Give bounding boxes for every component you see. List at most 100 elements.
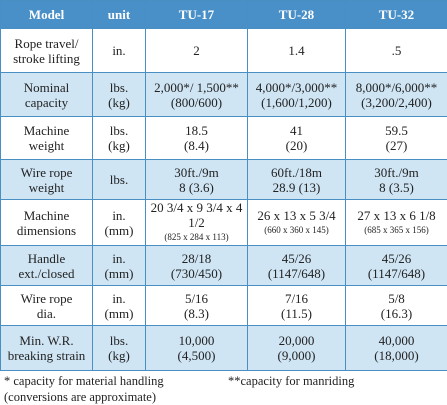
- cell-line: (27): [348, 138, 445, 153]
- value-cell: 27 x 13 x 6 1/8(685 x 365 x 156): [346, 200, 447, 246]
- cell-line: in.: [95, 208, 143, 223]
- value-cell: 59.5(27): [346, 117, 447, 160]
- cell-line: 27 x 13 x 6 1/8: [348, 208, 445, 223]
- footnote: * capacity for material handling: [4, 373, 164, 389]
- cell-line: (11.5): [250, 306, 343, 321]
- value-cell: 8,000*/6,000**(3,200/2,400): [346, 73, 447, 117]
- row-label: Rope travel/stroke lifting: [1, 29, 93, 73]
- cell-line: 28/18: [148, 251, 245, 266]
- value-cell: 18.5(8.4): [146, 117, 248, 160]
- cell-line: (4,500): [148, 348, 245, 363]
- value-cell: 41(20): [248, 117, 346, 160]
- cell-line: 28.9 (13): [250, 180, 343, 195]
- value-cell: 45/26(1147/648): [248, 246, 346, 286]
- cell-line: 5/16: [148, 291, 245, 306]
- cell-line: 7/16: [250, 291, 343, 306]
- cell-line: (1147/648): [250, 266, 343, 281]
- cell-line: (mm): [95, 223, 143, 238]
- cell-line: 26 x 13 x 5 3/4: [250, 208, 343, 223]
- value-cell: 40,000(18,000): [346, 326, 447, 371]
- cell-line: 41: [250, 123, 343, 138]
- cell-line: lbs.: [95, 333, 143, 348]
- cell-line: 45/26: [348, 251, 445, 266]
- row-label: Min. W.R.breaking strain: [1, 326, 93, 371]
- value-cell: 20,000(9,000): [248, 326, 346, 371]
- header-cell: TU-17: [146, 1, 248, 29]
- value-cell: 2,000*/ 1,500**(800/600): [146, 73, 248, 117]
- cell-line: in.: [95, 251, 143, 266]
- cell-line: 8 (3.6): [148, 180, 245, 195]
- cell-line: (8.3): [148, 306, 245, 321]
- unit-cell: in.(mm): [93, 286, 146, 326]
- cell-line: (8.4): [148, 138, 245, 153]
- cell-line: 8,000*/6,000**: [348, 80, 445, 95]
- cell-line: (730/450): [148, 266, 245, 281]
- cell-line: 10,000: [148, 333, 245, 348]
- cell-line: dia.: [3, 306, 90, 321]
- cell-line: (18,000): [348, 348, 445, 363]
- cell-line: 20,000: [250, 333, 343, 348]
- value-cell: 1.4: [248, 29, 346, 73]
- cell-line: 8 (3.5): [348, 180, 445, 195]
- value-cell: 2: [146, 29, 248, 73]
- cell-line: (16.3): [348, 306, 445, 321]
- cell-line: 45/26: [250, 251, 343, 266]
- cell-line: 60ft./18m: [250, 165, 343, 180]
- cell-line: 30ft./9m: [148, 165, 245, 180]
- cell-line: 40,000: [348, 333, 445, 348]
- cell-line: (1147/648): [348, 266, 445, 281]
- cell-line: Wire rope: [3, 291, 90, 306]
- cell-line: (20): [250, 138, 343, 153]
- header-cell: TU-32: [346, 1, 447, 29]
- unit-cell: in.(mm): [93, 200, 146, 246]
- cell-line: 18.5: [148, 123, 245, 138]
- cell-line: (825 x 284 x 113): [148, 230, 245, 245]
- value-cell: 45/26(1147/648): [346, 246, 447, 286]
- cell-line: 59.5: [348, 123, 445, 138]
- cell-line: 1.4: [250, 43, 343, 58]
- cell-line: (9,000): [250, 348, 343, 363]
- cell-line: weight: [3, 180, 90, 195]
- cell-line: Machine: [3, 123, 90, 138]
- cell-line: (3,200/2,400): [348, 95, 445, 110]
- cell-line: 4,000*/3,000**: [250, 80, 343, 95]
- header-cell: unit: [93, 1, 146, 29]
- value-cell: 5/8(16.3): [346, 286, 447, 326]
- value-cell: 28/18(730/450): [146, 246, 248, 286]
- cell-line: 2: [148, 43, 245, 58]
- unit-cell: lbs.(kg): [93, 117, 146, 160]
- cell-line: lbs.: [95, 172, 143, 187]
- footnote: **capacity for manriding: [228, 373, 354, 389]
- cell-line: 30ft./9m: [348, 165, 445, 180]
- cell-line: lbs.: [95, 123, 143, 138]
- cell-line: Wire rope: [3, 165, 90, 180]
- cell-line: lbs.: [95, 80, 143, 95]
- cell-line: dimensions: [3, 223, 90, 238]
- unit-cell: in.: [93, 29, 146, 73]
- cell-line: Machine: [3, 208, 90, 223]
- value-cell: .5: [346, 29, 447, 73]
- cell-line: weight: [3, 138, 90, 153]
- unit-cell: lbs.: [93, 160, 146, 200]
- value-cell: 20 3/4 x 9 3/4 x 4 1/2(825 x 284 x 113): [146, 200, 248, 246]
- value-cell: 7/16(11.5): [248, 286, 346, 326]
- cell-line: in.: [95, 43, 143, 58]
